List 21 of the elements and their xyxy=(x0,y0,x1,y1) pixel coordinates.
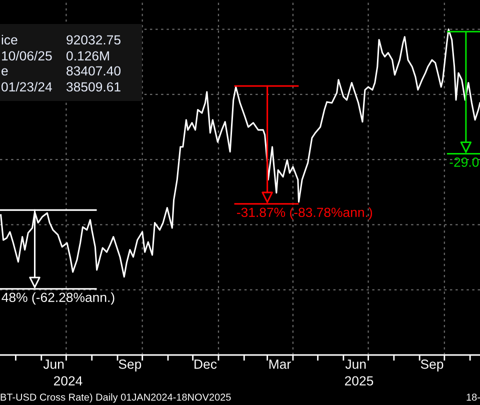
x-tick-label: Jun xyxy=(345,360,366,369)
text: 2024 xyxy=(54,376,82,386)
x-tick-label: Jun xyxy=(43,360,64,369)
annotation: 10/06/25 xyxy=(2,50,52,61)
annotation: 38509.61 xyxy=(66,82,120,92)
x-tick-label: Sep xyxy=(420,360,444,372)
annotation: ice xyxy=(2,34,18,45)
x-tick-label: Dec xyxy=(194,360,217,369)
annotation: e xyxy=(2,68,8,76)
annotation: 92032.75 xyxy=(66,35,120,45)
annotation: 48% (-62.28%ann.) xyxy=(2,292,114,305)
text: 18- xyxy=(466,394,480,401)
x-tick-label: Sep xyxy=(118,360,142,372)
annotation: 0.126M xyxy=(66,51,109,61)
annotation: 83407.40 xyxy=(66,66,121,76)
annotation: -31.87% (-83.78%ann.) xyxy=(237,207,372,220)
text: BT-USD Cross Rate) Daily 01JAN2024-18NOV2025 xyxy=(0,393,231,403)
text: 2025 xyxy=(344,376,374,386)
x-tick-label: Mar xyxy=(269,360,291,369)
annotation: 01/23/24 xyxy=(2,82,52,92)
annotation: -29.0 xyxy=(450,158,479,167)
